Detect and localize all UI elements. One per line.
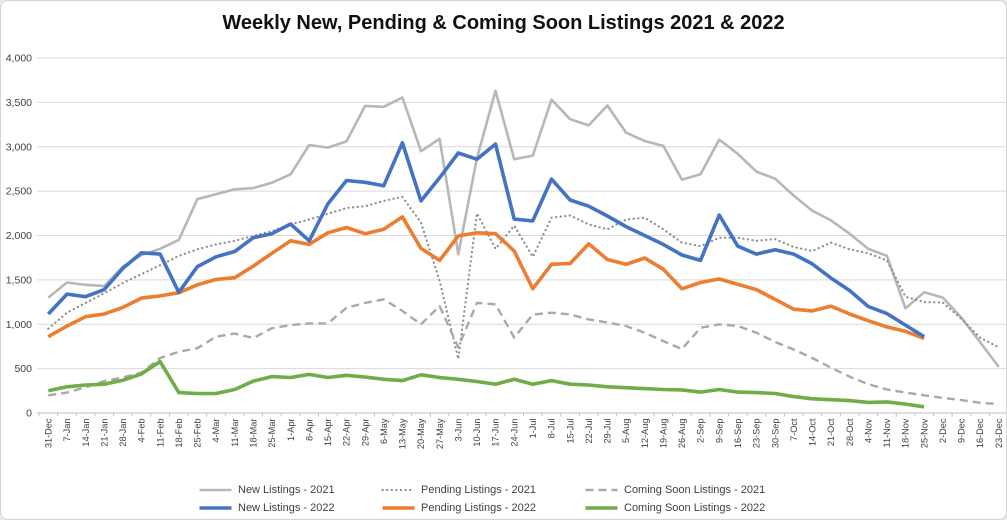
x-tick-label: 27-May	[435, 418, 445, 449]
y-tick-label: 1,500	[6, 274, 32, 286]
series-line-coming-soon-listings-2021	[48, 298, 999, 406]
x-tick-label: 21-Oct	[826, 418, 836, 446]
x-tick-label: 23-Dec	[994, 418, 1004, 448]
series-line-coming-soon-listings-2022	[47, 359, 925, 409]
x-tick-label: 28-Jan	[118, 419, 128, 447]
y-tick-label: 500	[14, 363, 32, 375]
x-tick-label: 2-Sep	[696, 419, 706, 444]
x-tick-label: 16-Dec	[975, 418, 985, 448]
legend-label: Coming Soon Listings - 2022	[624, 502, 766, 514]
legend-label: New Listings - 2022	[238, 502, 335, 514]
legend-item-new-listings-2021: New Listings - 2021	[198, 484, 363, 496]
x-tick-label: 5-Aug	[621, 419, 631, 444]
chart-title: Weekly New, Pending & Coming Soon Listin…	[222, 12, 785, 34]
legend-swatch-pending-listings-2022-line-icon	[382, 506, 414, 510]
legend-label: Pending Listings - 2022	[421, 502, 536, 514]
x-tick-label: 15-Apr	[323, 419, 333, 447]
x-tick-label: 25-Mar	[267, 419, 277, 448]
legend-swatch-new-listings-2021-line-icon	[199, 488, 231, 492]
x-tick-label: 30-Sep	[770, 419, 780, 449]
x-tick-label: 18-Nov	[901, 418, 911, 448]
x-tick-label: 16-Sep	[733, 419, 743, 449]
legend-label: Pending Listings - 2021	[421, 484, 536, 496]
series-line-new-listings-2021	[47, 89, 1000, 368]
y-tick-label: 1,000	[6, 319, 32, 331]
series-line-new-listings-2022	[46, 141, 926, 339]
series-line-pending-listings-2021	[47, 195, 1000, 360]
y-tick-label: 2,000	[6, 230, 32, 242]
x-tick-label: 31-Dec	[44, 418, 54, 448]
x-tick-label: 22-Jul	[584, 419, 594, 444]
x-tick-label: 12-Aug	[640, 419, 650, 449]
y-tick-label: 4,000	[6, 53, 32, 65]
x-tick-label: 15-Jul	[565, 419, 575, 444]
x-axis-tick-labels: 31-Dec 7-Jan 14-Jan 21-Jan 28-Jan 4-Feb 11-Feb…	[44, 418, 1004, 449]
x-tick-label: 25-Feb	[193, 419, 203, 448]
x-tick-label: 11-Feb	[155, 419, 165, 447]
legend-swatch-coming-soon-listings-2021-line-icon	[585, 488, 617, 492]
x-tick-label: 20-May	[416, 418, 426, 449]
x-tick-label: 17-Jun	[491, 418, 501, 446]
x-tick-label: 9-Sep	[714, 419, 724, 444]
x-tick-label: 1-Jul	[528, 419, 538, 439]
legend-swatch-new-listings-2022-line-icon	[199, 506, 231, 510]
x-tick-label: 22-Apr	[342, 419, 352, 447]
gridlines	[37, 57, 1006, 414]
x-tick-label: 14-Oct	[808, 418, 818, 446]
legend-swatch-pending-listings-2021-line-icon	[381, 488, 415, 492]
x-tick-label: 9-Dec	[957, 418, 967, 443]
legend-item-coming-soon-listings-2021: Coming Soon Listings - 2021	[584, 484, 809, 496]
x-tick-label: 21-Jan	[99, 419, 109, 447]
legend-label: Coming Soon Listings - 2021	[624, 484, 766, 496]
x-tick-label: 24-Jun	[509, 419, 519, 447]
legend-item-pending-listings-2021: Pending Listings - 2021	[381, 484, 566, 496]
y-tick-label: 0	[26, 408, 32, 420]
x-tick-label: 29-Jul	[603, 419, 613, 444]
x-tick-label: 8-Jul	[547, 419, 557, 439]
legend-item-new-listings-2022: New Listings - 2022	[198, 502, 363, 514]
legend-item-pending-listings-2022: Pending Listings - 2022	[381, 502, 566, 514]
x-tick-label: 13-May	[398, 418, 408, 449]
y-tick-label: 3,500	[6, 97, 32, 109]
x-tick-label: 4-Nov	[863, 418, 873, 443]
x-tick-label: 8-Apr	[304, 419, 314, 441]
x-tick-label: 18-Mar	[248, 419, 258, 448]
x-tick-label: 2-Dec	[938, 418, 948, 443]
x-tick-label: 7-Oct	[789, 418, 799, 441]
legend-swatch-coming-soon-listings-2022-line-icon	[585, 506, 617, 510]
x-tick-label: 11-Nov	[882, 418, 892, 447]
y-axis-tick-labels: 0 500 1,000 1,500 2,000 2,500 3,000 3,500 4,000	[6, 53, 32, 420]
x-tick-label: 29-Apr	[360, 419, 370, 447]
x-tick-label: 11-Mar	[230, 419, 240, 447]
x-tick-label: 3-Jun	[453, 419, 463, 442]
y-tick-label: 2,500	[6, 186, 32, 198]
chart-legend: New Listings - 2021 Pending Listings - 2…	[198, 484, 809, 514]
x-tick-label: 14-Jan	[81, 419, 91, 447]
x-tick-label: 23-Sep	[752, 419, 762, 449]
x-tick-label: 25-Nov	[919, 418, 929, 448]
legend-item-coming-soon-listings-2022: Coming Soon Listings - 2022	[584, 502, 809, 514]
x-tick-label: 18-Feb	[174, 419, 184, 448]
x-tick-label: 28-Oct	[845, 418, 855, 446]
x-tick-label: 26-Aug	[677, 419, 687, 449]
series-line-pending-listings-2022	[47, 215, 925, 341]
x-tick-label: 4-Feb	[137, 419, 147, 443]
x-tick-label: 1-Apr	[286, 419, 296, 441]
legend-label: New Listings - 2021	[238, 484, 335, 496]
x-tick-label: 10-Jun	[472, 419, 482, 447]
y-tick-label: 3,000	[6, 141, 32, 153]
x-axis-ticks	[38, 413, 990, 417]
x-tick-label: 6-May	[379, 418, 389, 444]
x-tick-label: 19-Aug	[658, 419, 668, 449]
x-tick-label: 7-Jan	[62, 419, 72, 442]
x-tick-label: 4-Mar	[211, 419, 221, 443]
